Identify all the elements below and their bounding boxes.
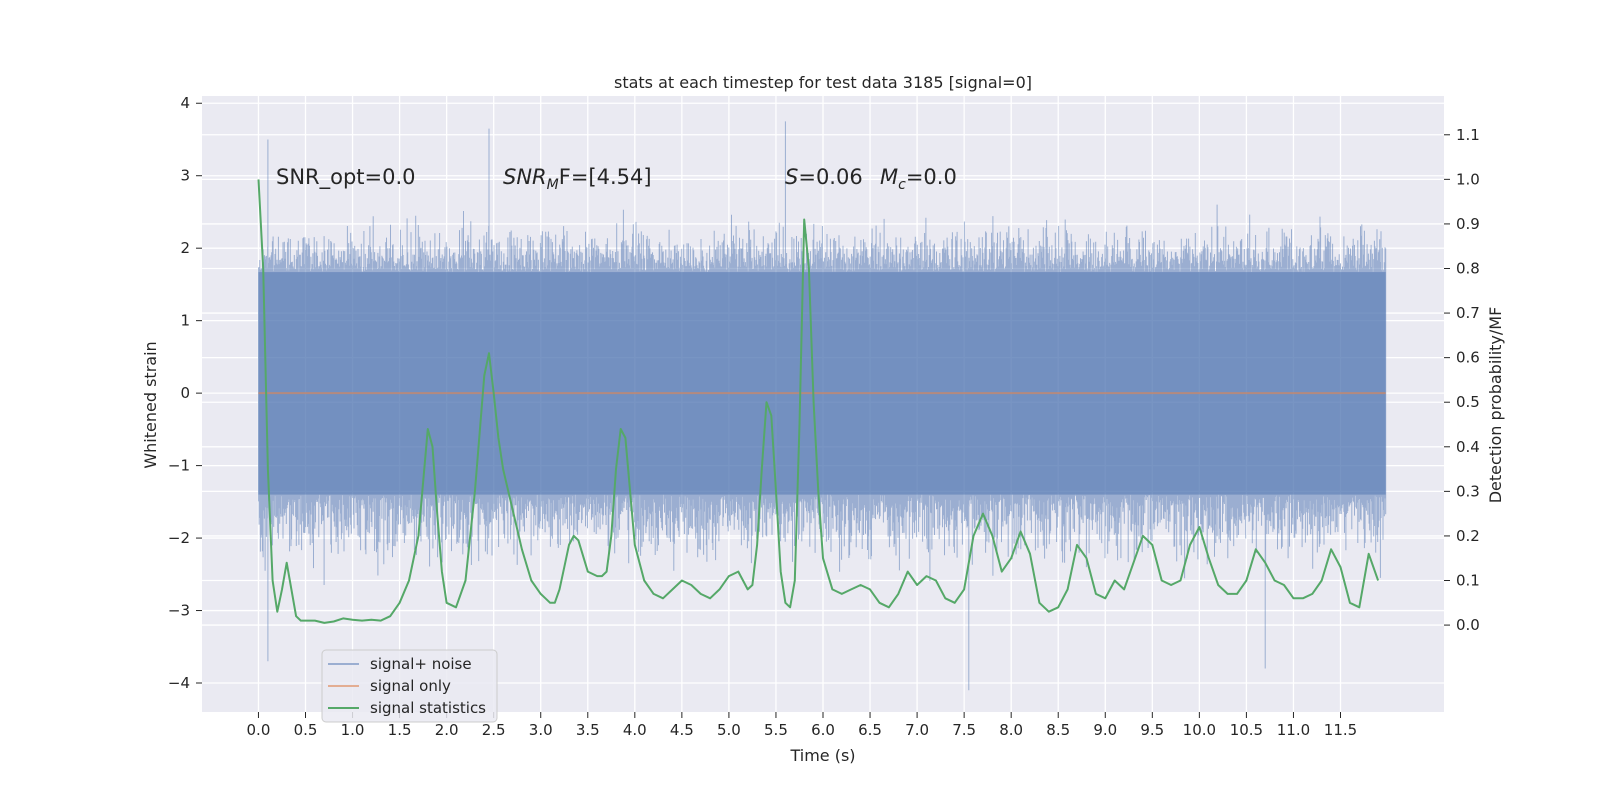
x-tick-label-19: 9.5 xyxy=(1140,721,1164,739)
right-y-tick-label-9: 0.2 xyxy=(1456,527,1480,545)
left-y-tick-label-0: 4 xyxy=(180,94,190,112)
x-tick-label-2: 1.0 xyxy=(341,721,365,739)
x-tick-label-4: 2.0 xyxy=(435,721,459,739)
right-y-tick-label-10: 0.1 xyxy=(1456,572,1480,590)
right-y-tick-label-3: 0.8 xyxy=(1456,259,1480,277)
left-y-tick-label-3: 1 xyxy=(180,312,190,330)
x-tick-label-14: 7.0 xyxy=(905,721,929,739)
x-tick-label-11: 5.5 xyxy=(764,721,788,739)
x-tick-label-17: 8.5 xyxy=(1046,721,1070,739)
legend-label-signal-only: signal only xyxy=(370,677,451,695)
x-tick-label-9: 4.5 xyxy=(670,721,694,739)
signal-statistics-series xyxy=(257,179,1380,624)
right-y-tick-label-2: 0.9 xyxy=(1456,215,1480,233)
right-y-tick-label-5: 0.6 xyxy=(1456,349,1480,367)
left-y-tick-label-4: 0 xyxy=(180,384,190,402)
legend-label-signal-statistics: signal statistics xyxy=(370,699,486,717)
x-axis-label: Time (s) xyxy=(789,746,855,765)
right-y-tick-label-7: 0.4 xyxy=(1456,438,1480,456)
legend-label-signal-noise: signal+ noise xyxy=(370,655,472,673)
annotation-s-var: S xyxy=(785,165,798,189)
annotation-snr-mf-subscript: M xyxy=(547,177,559,193)
x-axis-ticks: 0.0 0.5 1.0 1.5 2.0 2.5 3.0 3.5 4.0 4.5 5.0 5.5 6.0 6… xyxy=(247,712,1357,739)
left-y-tick-label-8: −4 xyxy=(168,674,190,692)
signal-statistics-line xyxy=(257,179,1380,624)
x-tick-label-8: 4.0 xyxy=(623,721,647,739)
left-y-tick-label-6: −2 xyxy=(168,529,190,547)
x-tick-label-16: 8.0 xyxy=(999,721,1023,739)
x-tick-label-22: 11.0 xyxy=(1277,721,1310,739)
right-y-tick-label-8: 0.3 xyxy=(1456,482,1480,500)
right-y-axis-ticks: 1.1 1.0 0.9 0.8 0.7 0.6 0.5 0.4 0.3 0.2 0.1 0.0 xyxy=(1444,126,1480,634)
left-y-axis-label: Whitened strain xyxy=(141,341,160,468)
signal-noise-series xyxy=(258,121,1387,691)
left-y-axis-ticks: 4 3 2 1 0 −1 −2 −3 −4 xyxy=(168,94,202,692)
left-y-tick-label-5: −1 xyxy=(168,457,190,475)
x-tick-label-0: 0.0 xyxy=(247,721,271,739)
x-tick-label-10: 5.0 xyxy=(717,721,741,739)
x-tick-label-20: 10.0 xyxy=(1183,721,1216,739)
x-tick-label-15: 7.5 xyxy=(952,721,976,739)
annotation-snr-opt: SNR_opt=0.0 xyxy=(276,165,416,190)
right-y-axis-label: Detection probability/MF xyxy=(1486,307,1505,504)
x-tick-label-12: 6.0 xyxy=(811,721,835,739)
left-y-tick-label-7: −3 xyxy=(168,602,190,620)
chart-title: stats at each timestep for test data 318… xyxy=(614,73,1032,92)
x-tick-label-1: 0.5 xyxy=(294,721,318,739)
annotation-s-value: =0.06 xyxy=(798,165,862,189)
left-y-tick-label-1: 3 xyxy=(180,167,190,185)
x-tick-label-3: 1.5 xyxy=(388,721,412,739)
annotation-mc: Mc=0.0 xyxy=(880,165,957,193)
right-y-tick-label-0: 1.1 xyxy=(1456,126,1480,144)
legend-box xyxy=(321,649,498,723)
annotation-s: S=0.06 xyxy=(785,165,863,189)
annotation-mc-value: =0.0 xyxy=(906,165,957,189)
x-tick-label-18: 9.0 xyxy=(1093,721,1117,739)
x-tick-label-7: 3.5 xyxy=(576,721,600,739)
annotation-snr-mf: SNRMF=[4.54] xyxy=(503,165,652,193)
annotation-mc-subscript: c xyxy=(898,177,906,193)
x-tick-label-13: 6.5 xyxy=(858,721,882,739)
x-tick-label-5: 2.5 xyxy=(482,721,506,739)
right-y-tick-label-1: 1.0 xyxy=(1456,170,1480,188)
annotation-mc-var: M xyxy=(880,165,898,189)
x-tick-label-6: 3.0 xyxy=(529,721,553,739)
annotation-snr-mf-value: F=[4.54] xyxy=(559,165,652,189)
legend: signal+ noise signal only signal statist… xyxy=(321,649,498,723)
left-y-tick-label-2: 2 xyxy=(180,239,190,257)
x-tick-label-21: 10.5 xyxy=(1230,721,1263,739)
right-y-tick-label-6: 0.5 xyxy=(1456,393,1480,411)
annotation-snr-mf-var: SNR xyxy=(503,165,547,189)
right-y-tick-label-4: 0.7 xyxy=(1456,304,1480,322)
right-y-tick-label-11: 0.0 xyxy=(1456,616,1480,634)
x-tick-label-23: 11.5 xyxy=(1324,721,1357,739)
